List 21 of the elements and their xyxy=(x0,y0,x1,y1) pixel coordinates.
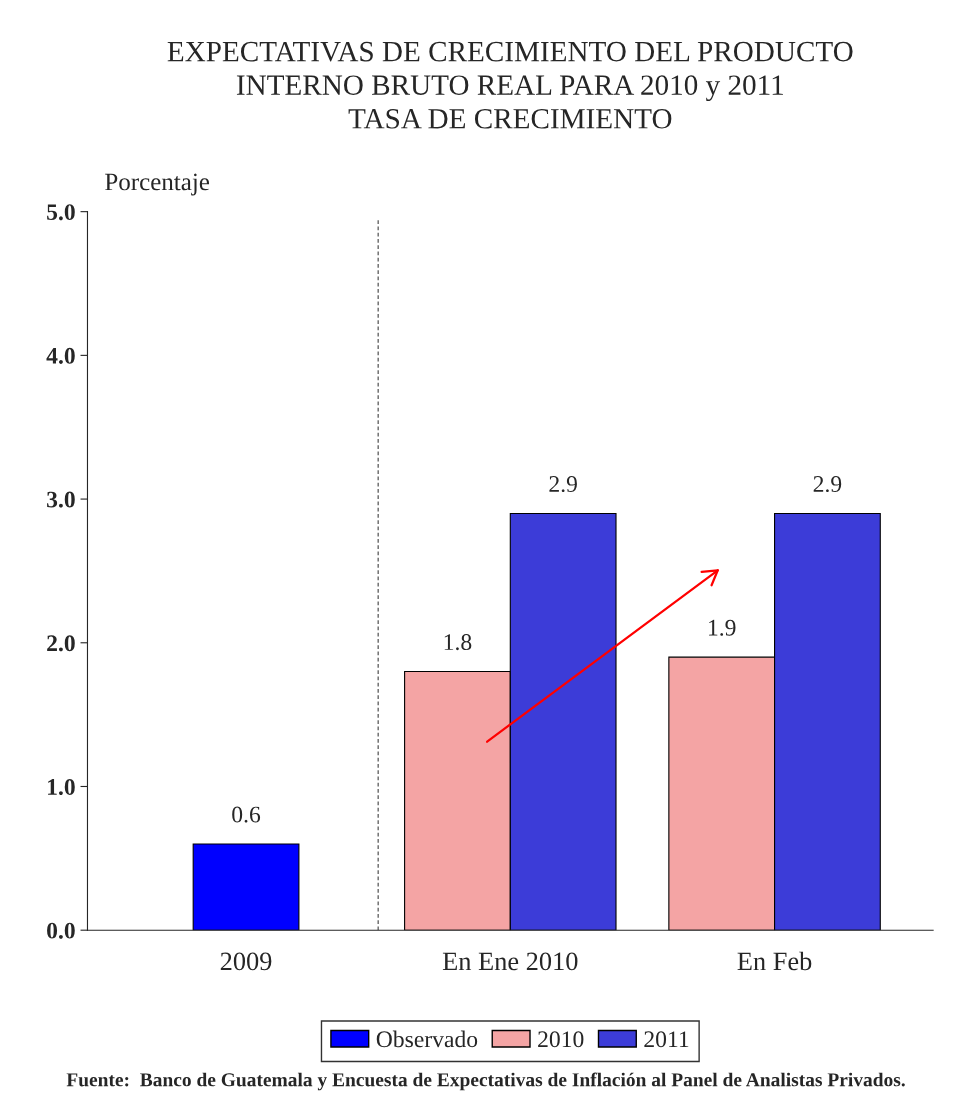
chart-title: EXPECTATIVAS DE CRECIMIENTO DEL PRODUCTO INTERNO BRUTO REAL PARA 2010 y 2011 TASA DE CRECIMIENTO xyxy=(167,41,853,129)
legend-label: Observado xyxy=(376,1030,478,1048)
legend-label: 2010 xyxy=(538,1031,584,1048)
data-label: 2.9 xyxy=(813,476,842,493)
y-tick-label: 4.0 xyxy=(46,347,75,364)
data-label: 1.9 xyxy=(709,619,736,636)
y-tick-label: 3.0 xyxy=(47,491,75,508)
bar xyxy=(192,843,300,931)
data-label: 0.6 xyxy=(232,806,261,823)
x-tick-label: En Ene 2010 xyxy=(442,952,578,971)
legend-label: 2011 xyxy=(644,1031,689,1048)
data-label: 1.8 xyxy=(444,634,472,651)
x-tick-label: En Feb xyxy=(737,951,812,971)
x-tick-label: 2009 xyxy=(220,952,272,971)
y-tick-label: 1.0 xyxy=(48,778,75,796)
y-tick-label: 0.0 xyxy=(47,922,75,939)
y-axis-title: Porcentaje xyxy=(105,173,210,196)
data-label: 2.9 xyxy=(549,476,577,493)
y-tick-label: 2.0 xyxy=(47,635,75,652)
source-note: Fuente: Banco de Guatemala y Encuesta de Expectativas de Inflación al Panel de Analistas Privados. xyxy=(66,1072,905,1091)
y-tick-label: 5.0 xyxy=(47,204,75,221)
